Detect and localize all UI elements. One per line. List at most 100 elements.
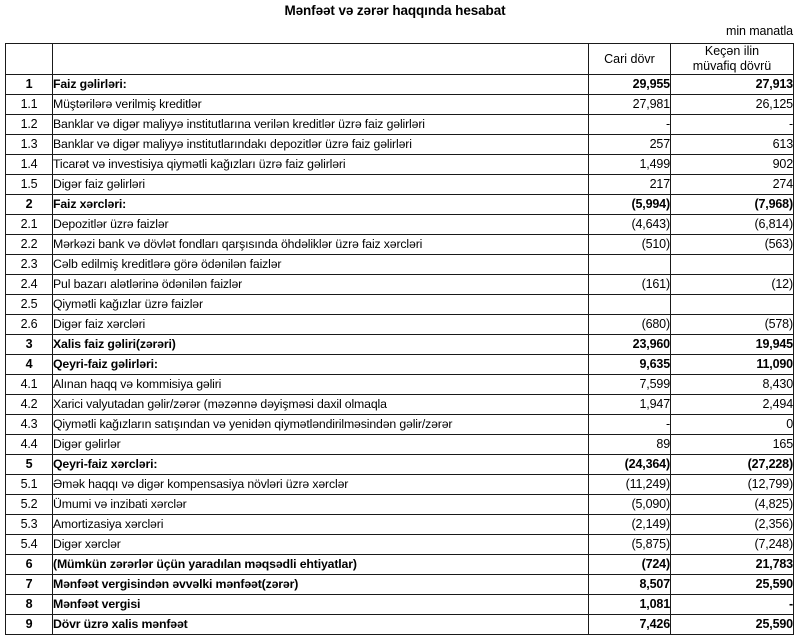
row-value-current-period: (5,994) <box>588 194 671 215</box>
row-description: Xalis faiz gəliri(zərəri) <box>52 334 589 355</box>
row-description: Depozitlər üzrə faizlər <box>52 214 589 235</box>
row-value-current-period: (724) <box>588 554 671 575</box>
row-value-current-period <box>588 294 671 315</box>
row-index: 9 <box>5 614 53 635</box>
row-description: Pul bazarı alətlərinə ödənilən faizlər <box>52 274 589 295</box>
table-row: 1.1 Müştərilərə verilmiş kreditlər 27,981 2… <box>5 94 794 115</box>
table-row: 3 Xalis faiz gəliri(zərəri) 23,960 19,945 <box>5 334 794 355</box>
row-value-current-period: (680) <box>588 314 671 335</box>
financial-statement-table: Cari dövr Keçən ilin müvafiq dövrü 1 Faiz… <box>5 43 794 635</box>
table-row: 1.5 Digər faiz gəlirləri 217 274 <box>5 174 794 195</box>
row-index: 2.2 <box>5 234 53 255</box>
table-row: 8 Mənfəət vergisi 1,081- <box>5 594 794 615</box>
row-value-previous-period: (12) <box>670 274 794 295</box>
row-index: 1.1 <box>5 94 53 115</box>
row-index: 6 <box>5 554 53 575</box>
row-value-previous-period: (27,228) <box>670 454 794 475</box>
row-value-previous-period: (7,248) <box>670 534 794 555</box>
row-description: Xarici valyutadan gəlir/zərər (məzənnə d… <box>52 394 589 415</box>
table-row: 4.1 Alınan haqq və kommisiya gəliri 7,599 8… <box>5 374 794 395</box>
table-header-row: Cari dövr Keçən ilin müvafiq dövrü <box>5 43 794 75</box>
header-index <box>5 43 53 75</box>
row-value-previous-period: 21,783 <box>670 554 794 575</box>
table-row: 2.5 Qiymətli kağızlar üzrə faizlər <box>5 294 794 315</box>
row-index: 2.3 <box>5 254 53 275</box>
row-value-current-period: (11,249) <box>588 474 671 495</box>
table-row: 1.2 Banklar və digər maliyyə institutları… <box>5 114 794 135</box>
row-value-current-period: (4,643) <box>588 214 671 235</box>
row-index: 2.1 <box>5 214 53 235</box>
row-description: Mərkəzi bank və dövlət fondları qarşısın… <box>52 234 589 255</box>
table-row: 7 Mənfəət vergisindən əvvəlki mənfəət(zər… <box>5 574 794 595</box>
row-index: 5.3 <box>5 514 53 535</box>
row-index: 1.5 <box>5 174 53 195</box>
row-value-previous-period: 2,494 <box>670 394 794 415</box>
row-value-previous-period: 165 <box>670 434 794 455</box>
row-description: Banklar və digər maliyyə institutlarında… <box>52 134 589 155</box>
row-description: Digər gəlirlər <box>52 434 589 455</box>
row-description: Qiymətli kağızların satışından və yenidə… <box>52 414 589 435</box>
row-value-previous-period: (4,825) <box>670 494 794 515</box>
table-row: 9 Dövr üzrə xalis mənfəət 7,426 25,590 <box>5 614 794 635</box>
row-value-previous-period: 25,590 <box>670 574 794 595</box>
table-row: 5 Qeyri-faiz xərcləri: (24,364) (27,228) <box>5 454 794 475</box>
row-value-current-period: 8,507 <box>588 574 671 595</box>
row-index: 8 <box>5 594 53 615</box>
row-description: Amortizasiya xərcləri <box>52 514 589 535</box>
row-index: 7 <box>5 574 53 595</box>
row-value-current-period: - <box>588 414 671 435</box>
row-description: (Mümkün zərərlər üçün yaradılan məqsədli… <box>52 554 589 575</box>
row-value-previous-period: 902 <box>670 154 794 175</box>
row-value-current-period: 7,599 <box>588 374 671 395</box>
row-value-previous-period: (7,968) <box>670 194 794 215</box>
row-value-current-period: (510) <box>588 234 671 255</box>
row-description: Dövr üzrə xalis mənfəət <box>52 614 589 635</box>
table-row: 5.3 Amortizasiya xərcləri (2,149) (2,356) <box>5 514 794 535</box>
row-value-previous-period: 11,090 <box>670 354 794 375</box>
table-row: 4.3 Qiymətli kağızların satışından və yen… <box>5 414 794 435</box>
row-value-previous-period: - <box>670 114 794 135</box>
table-row: 5.1 Əmək haqqı və digər kompensasiya növl… <box>5 474 794 495</box>
table-row: 5.2 Ümumi və inzibati xərclər (5,090) (4,82… <box>5 494 794 515</box>
row-value-previous-period: (2,356) <box>670 514 794 535</box>
row-value-previous-period: 0 <box>670 414 794 435</box>
table-row: 1.4 Ticarət və investisiya qiymətli kağız… <box>5 154 794 175</box>
row-index: 5.2 <box>5 494 53 515</box>
header-current-period: Cari dövr <box>588 43 671 75</box>
table-row: 5.4 Digər xərclər (5,875) (7,248) <box>5 534 794 555</box>
header-previous-period-line2: müvafiq dövrü <box>692 59 772 73</box>
row-value-current-period: 9,635 <box>588 354 671 375</box>
row-value-previous-period: - <box>670 594 794 615</box>
table-row: 4 Qeyri-faiz gəlirləri: 9,635 11,090 <box>5 354 794 375</box>
table-row: 6 (Mümkün zərərlər üçün yaradılan məqsədl… <box>5 554 794 575</box>
table-row: 2.6 Digər faiz xərcləri (680) (578) <box>5 314 794 335</box>
header-previous-period: Keçən ilin müvafiq dövrü <box>670 43 794 75</box>
row-value-current-period: 217 <box>588 174 671 195</box>
table-body: 1 Faiz gəlirləri: 29,955 27,913 1.1 Müştərilə… <box>5 74 794 635</box>
row-index: 5.1 <box>5 474 53 495</box>
table-row: 2 Faiz xərcləri: (5,994) (7,968) <box>5 194 794 215</box>
row-value-current-period: 29,955 <box>588 74 671 95</box>
row-value-current-period: (24,364) <box>588 454 671 475</box>
row-value-current-period: - <box>588 114 671 135</box>
row-description: Digər xərclər <box>52 534 589 555</box>
row-description: Cəlb edilmiş kreditlərə görə ödənilən fa… <box>52 254 589 275</box>
row-description: Banklar və digər maliyyə institutlarına … <box>52 114 589 135</box>
row-description: Qeyri-faiz xərcləri: <box>52 454 589 475</box>
row-value-previous-period: (578) <box>670 314 794 335</box>
profit-loss-statement-page: Mənfəət və zərər haqqında hesabat min ma… <box>5 3 794 635</box>
row-description: Ümumi və inzibati xərclər <box>52 494 589 515</box>
row-index: 4.2 <box>5 394 53 415</box>
row-value-current-period: 257 <box>588 134 671 155</box>
row-index: 1.3 <box>5 134 53 155</box>
row-index: 2.5 <box>5 294 53 315</box>
units-note: min manatla <box>726 24 793 38</box>
table-row: 2.4 Pul bazarı alətlərinə ödənilən faizlə… <box>5 274 794 295</box>
table-row: 4.2 Xarici valyutadan gəlir/zərər (məzənn… <box>5 394 794 415</box>
row-value-previous-period: 26,125 <box>670 94 794 115</box>
table-row: 2.3 Cəlb edilmiş kreditlərə görə ödənilən… <box>5 254 794 275</box>
row-description: Qeyri-faiz gəlirləri: <box>52 354 589 375</box>
row-value-current-period: (5,090) <box>588 494 671 515</box>
row-index: 4.3 <box>5 414 53 435</box>
row-index: 2.4 <box>5 274 53 295</box>
